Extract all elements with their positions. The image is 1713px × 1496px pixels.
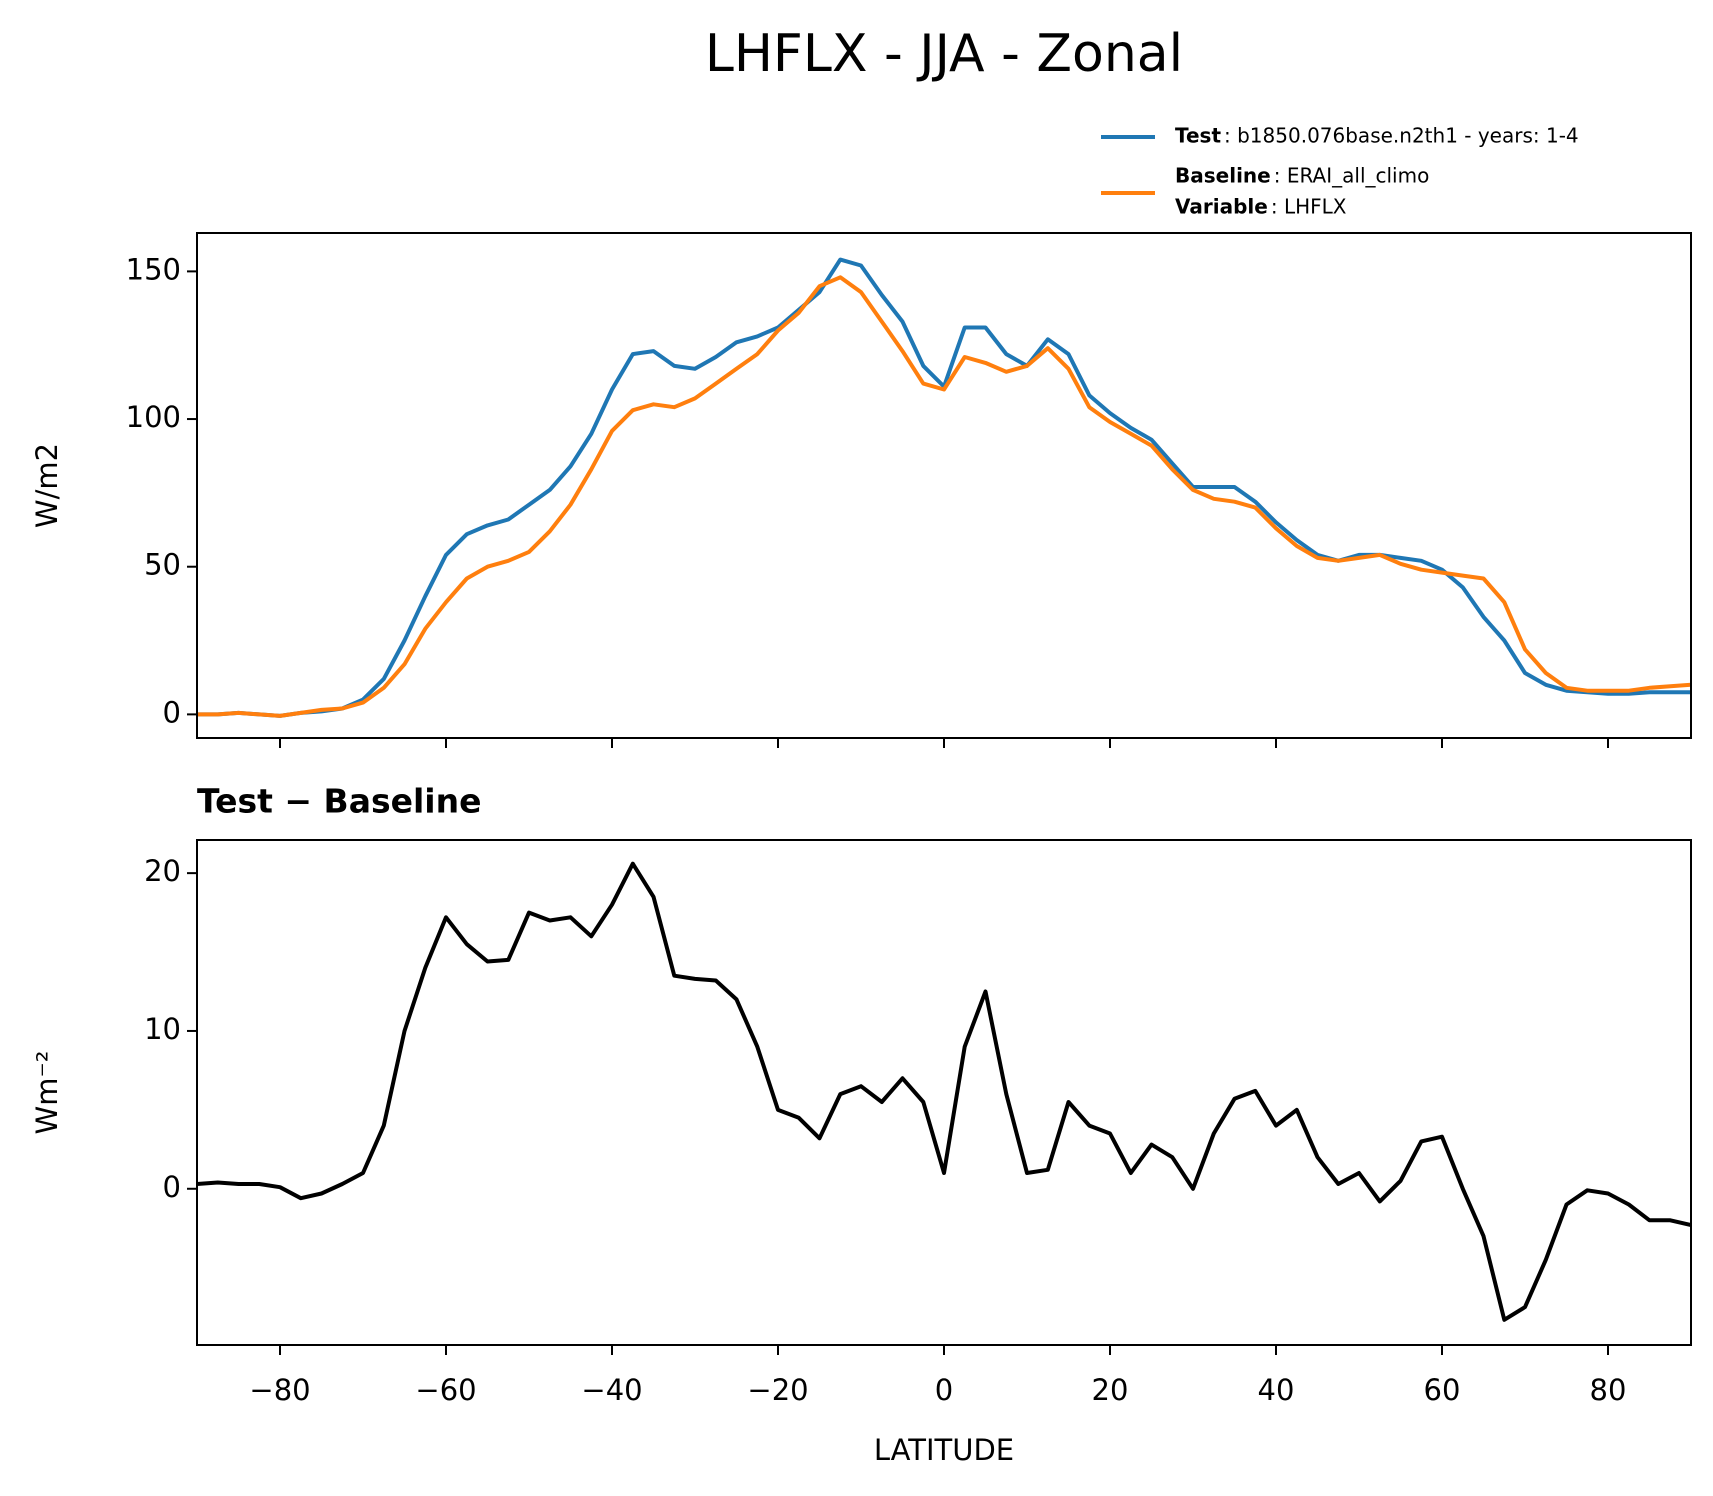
x-tick-label: −60 <box>415 1373 476 1407</box>
y-tick-label: 20 <box>144 854 181 888</box>
y-tick-label: 100 <box>126 400 181 434</box>
x-tick-label: −80 <box>249 1373 310 1407</box>
figure-title: LHFLX - JJA - Zonal <box>705 24 1183 84</box>
y-axis-label: W/m2 <box>30 443 64 528</box>
legend-name: Test <box>1175 124 1221 148</box>
legend-description: : b1850.076base.n2th1 - years: 1-4 <box>1224 124 1579 148</box>
x-tick-label: 80 <box>1590 1373 1627 1407</box>
axes-frame <box>196 232 1692 739</box>
y-tick-label: 0 <box>163 695 181 729</box>
y-tick-label: 50 <box>144 548 181 582</box>
y-tick-label: 0 <box>163 1170 181 1204</box>
x-tick-label: −40 <box>581 1373 642 1407</box>
legend-description: : ERAI_all_climo <box>1274 164 1430 188</box>
legend-description: : LHFLX <box>1271 195 1347 219</box>
x-tick-label: −20 <box>747 1373 808 1407</box>
x-tick-label: 60 <box>1424 1373 1461 1407</box>
legend-name: Baseline <box>1175 164 1271 188</box>
axes-frame <box>196 839 1692 1346</box>
data-line <box>197 861 1691 1322</box>
x-axis-label: LATITUDE <box>874 1433 1014 1467</box>
data-line <box>197 257 1691 718</box>
y-tick-label: 150 <box>126 252 181 286</box>
y-axis-label: Wm⁻² <box>30 1051 64 1135</box>
x-tick-label: 0 <box>935 1373 953 1407</box>
legend-name: Variable <box>1175 195 1268 219</box>
data-line <box>197 275 1691 718</box>
x-tick-label: 20 <box>1092 1373 1129 1407</box>
y-tick-label: 10 <box>144 1012 181 1046</box>
x-tick-label: 40 <box>1258 1373 1295 1407</box>
subplot-title: Test − Baseline <box>197 782 482 821</box>
